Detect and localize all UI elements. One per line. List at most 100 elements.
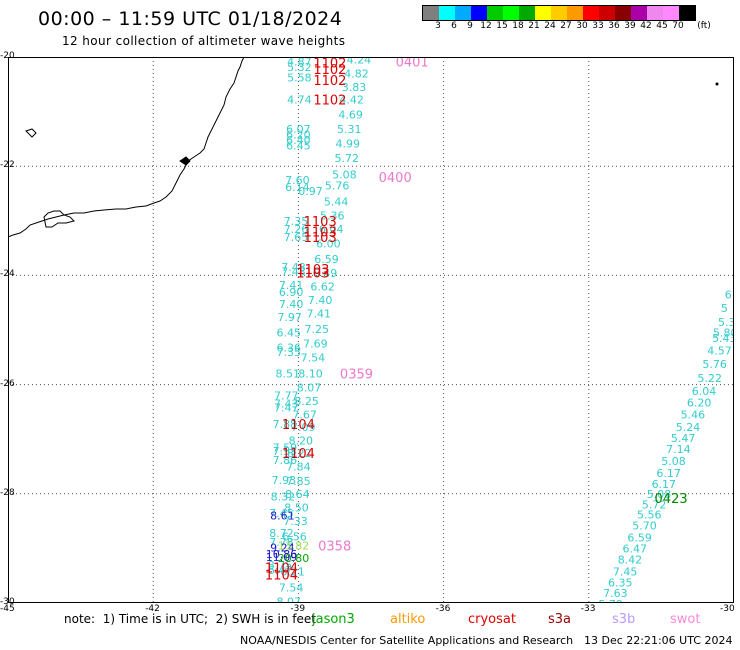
wave-height-label: 8.22 [287, 447, 312, 460]
pass-time-tag: 0401 [396, 57, 429, 70]
wave-height-label: 7.86 [273, 454, 298, 467]
wave-height-label: 6 [725, 289, 732, 302]
wave-height-label: 5.24 [676, 421, 701, 434]
scale-label: 70 [672, 21, 684, 31]
wave-height-label: 6.07 [286, 123, 311, 136]
wave-height-label: 5.43 [712, 332, 734, 345]
map-title: 00:00 – 11:59 UTC 01/18/2024 [38, 8, 343, 30]
wave-height-label: 5 [721, 302, 728, 315]
scale-label: 30 [576, 21, 588, 31]
wave-height-label: 6.00 [316, 238, 341, 251]
latitude-label: -24 [0, 269, 15, 280]
wave-height-label: 7.35 [276, 346, 301, 359]
wave-height-label: 6.20 [286, 129, 311, 142]
satellite-altiko-label: altiko [390, 612, 426, 627]
wave-height-label: 3.83 [342, 81, 367, 94]
wave-height-label: 5.58 [287, 72, 312, 85]
wave-height-label: 5.31 [337, 123, 362, 136]
satellite-jason3-label: jason3 [312, 612, 355, 627]
wave-height-label: 7.25 [305, 323, 330, 336]
scale-label: 15 [496, 21, 508, 31]
pass-time-tag: 1104 [265, 569, 298, 584]
wave-height-label: 7.60 [285, 174, 310, 187]
wave-height-label: 7.53 [273, 445, 298, 458]
scale-label: 39 [624, 21, 636, 31]
longitude-label: -30 [720, 604, 735, 614]
wave-height-label: 7.69 [303, 338, 328, 351]
coastline [8, 57, 719, 238]
scale-swatch [519, 6, 535, 20]
latitude-label: -30 [0, 597, 15, 607]
wave-height-label: 8.20 [289, 434, 314, 447]
scale-swatch [535, 6, 551, 20]
wave-height-label: 7.26 [284, 223, 309, 236]
footer-date: 13 Dec 22:21:06 UTC 2024 [584, 634, 733, 647]
wave-height-label: 8.72 [269, 527, 294, 540]
pass-time-tag: 1103 [304, 226, 337, 241]
wave-height-label: 7.43 [274, 398, 299, 411]
wave-height-label: 6.47 [268, 564, 293, 577]
wave-height-label: 7.88 [273, 418, 298, 431]
wave-height-label: 8.32 [271, 491, 296, 504]
longitude-label: -42 [145, 604, 160, 614]
satellite-s3b-label: s3b [612, 612, 636, 627]
scale-label: 6 [451, 21, 457, 31]
scale-swatch [423, 6, 439, 20]
wave-height-label: 5.46 [681, 409, 706, 422]
wave-height-label: 20.80 [278, 552, 310, 565]
pass-time-tag: 1103 [304, 231, 337, 246]
pass-time-tag: 0400 [379, 171, 412, 186]
scale-unit: (ft) [697, 21, 711, 31]
scale-label: 33 [592, 21, 604, 31]
wave-height-label: 7.59 [273, 441, 298, 454]
scale-swatch [631, 6, 647, 20]
wave-height-label: 7.67 [292, 409, 317, 422]
wave-height-label: 5.56 [637, 509, 662, 522]
scale-swatch [455, 6, 471, 20]
color-scale-bar [422, 5, 696, 21]
scale-label: 18 [512, 21, 524, 31]
wave-height-label: 7.33 [283, 515, 308, 528]
scale-swatch [551, 6, 567, 20]
wave-height-label: 5.32 [287, 61, 312, 74]
wave-height-label: 8.42 [618, 553, 643, 566]
wave-height-label: 6.45 [276, 327, 301, 340]
wave-height-label: 4.99 [336, 137, 361, 150]
wave-height-label: 4.24 [347, 57, 372, 67]
wave-height-label: 7.54 [279, 582, 304, 595]
latitude-label: -26 [0, 378, 15, 389]
wave-height-label: 8.07 [276, 595, 301, 603]
wave-height-label: 6.47 [623, 542, 648, 555]
scale-swatch [647, 6, 663, 20]
pass-time-tag: 1104 [282, 447, 315, 462]
scale-label: 36 [608, 21, 620, 31]
pass-time-tag: 1104 [265, 562, 298, 577]
wave-height-label: 6.17 [656, 467, 681, 480]
wave-height-label: 7.41 [279, 279, 304, 292]
wave-height-label: 5.79 [598, 598, 623, 603]
wave-height-label: 7.47 [274, 402, 299, 415]
map-plot: 4.875.325.584.746.076.206.406.457.606.14… [8, 57, 734, 603]
wave-height-label: 4.42 [339, 94, 364, 107]
footer-note: note: 1) Time is in UTC; 2) SWH is in fe… [64, 612, 316, 626]
scale-label: 27 [560, 21, 572, 31]
pass-time-tag: 1103 [296, 263, 329, 278]
wave-height-label: 7.93 [272, 474, 297, 487]
longitude-label: -36 [435, 604, 451, 614]
scale-swatch [599, 6, 615, 20]
scale-swatch [583, 6, 599, 20]
latitude-label: -22 [0, 160, 15, 171]
wave-height-label: 6.56 [282, 530, 307, 543]
wave-height-label: 7.41 [306, 308, 331, 321]
wave-height-label: 4.69 [338, 108, 363, 121]
wave-height-label: 7.40 [308, 294, 333, 307]
wave-height-label: 4.74 [287, 94, 312, 107]
wave-height-label: 6.17 [652, 478, 677, 491]
satellite-cryosat-label: cryosat [468, 612, 516, 627]
wave-height-label: 7.45 [613, 565, 638, 578]
scale-swatch [487, 6, 503, 20]
wave-height-label: 6.21 [280, 565, 305, 578]
scale-swatch [471, 6, 487, 20]
wave-height-label: 4.82 [344, 67, 369, 80]
